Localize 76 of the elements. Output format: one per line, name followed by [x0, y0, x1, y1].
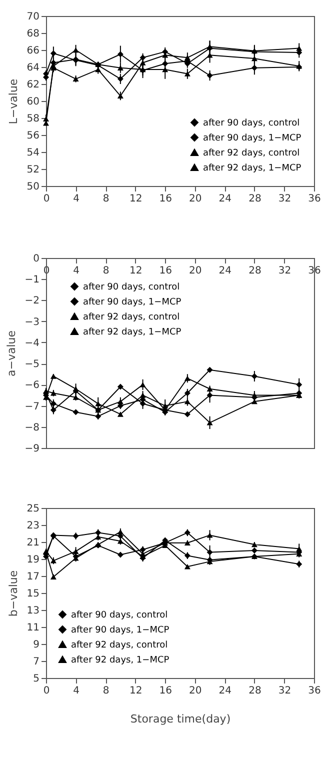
y-tick-label: 66: [26, 46, 40, 56]
y-tick-label: 15: [26, 588, 40, 600]
legend-label: after 90 days, control: [71, 610, 168, 620]
x-tick-label: 24: [218, 266, 232, 276]
y-tick-label: −7: [24, 401, 40, 412]
x-tick-label: 0: [43, 686, 50, 696]
x-tick-label: 0: [43, 194, 50, 204]
y-tick-label: −9: [24, 444, 40, 454]
x-tick-label: 20: [189, 194, 202, 204]
x-tick-label: 12: [129, 194, 142, 204]
x-tick-label: 36: [308, 194, 321, 204]
y-tick-label: 21: [26, 538, 40, 548]
x-tick-label: 24: [218, 686, 232, 696]
legend-label: after 92 days, 1−MCP: [203, 164, 302, 174]
x-tick-label: 16: [159, 686, 172, 696]
y-tick-label: 58: [26, 114, 40, 124]
y-tick-label: 54: [26, 148, 40, 158]
legend-label: after 90 days, 1−MCP: [71, 626, 170, 636]
y-tick-label: −3: [24, 316, 40, 328]
y-tick-label: 7: [33, 656, 40, 668]
y-tick-label: 5: [33, 674, 40, 684]
y-tick-label: 25: [26, 504, 40, 514]
y-tick-label: 23: [26, 520, 40, 532]
x-tick-label: 32: [278, 266, 292, 276]
y-tick-label: −5: [24, 359, 40, 370]
y-axis-title: a−value: [4, 330, 18, 377]
y-tick-label: 52: [26, 164, 40, 176]
x-tick-label: 28: [248, 686, 262, 696]
legend-label: after 90 days, 1−MCP: [83, 298, 182, 308]
y-tick-label: 62: [26, 80, 40, 90]
x-tick-label: 4: [73, 266, 80, 276]
x-tick-label: 20: [189, 686, 202, 696]
x-tick-label: 4: [73, 194, 80, 204]
y-axis-title: L−value: [6, 78, 20, 124]
y-tick-label: 19: [26, 554, 40, 566]
y-tick-label: 70: [26, 12, 40, 22]
x-tick-label: 32: [278, 686, 292, 696]
x-tick-label: 36: [308, 686, 321, 696]
y-tick-label: −4: [24, 338, 40, 349]
y-tick-label: 56: [26, 130, 40, 142]
x-tick-label: 32: [278, 194, 292, 204]
y-tick-label: 50: [26, 182, 40, 192]
legend-label: after 92 days, control: [203, 148, 300, 158]
y-tick-label: 9: [33, 640, 40, 650]
y-tick-label: 11: [26, 622, 40, 634]
y-tick-label: −8: [24, 422, 40, 434]
x-tick-label: 16: [159, 266, 172, 276]
x-tick-label: 28: [248, 266, 262, 276]
y-tick-label: 0: [33, 254, 40, 264]
x-tick-label: 20: [189, 266, 202, 276]
y-tick-label: 68: [26, 28, 40, 40]
y-tick-label: 64: [26, 62, 40, 74]
legend-label: after 92 days, 1−MCP: [71, 656, 170, 666]
legend-label: after 92 days, control: [71, 640, 168, 650]
y-tick-label: 60: [26, 96, 40, 108]
legend-label: after 90 days, control: [83, 282, 180, 292]
legend-label: after 90 days, control: [203, 118, 300, 128]
y-axis-title: b−value: [6, 570, 20, 617]
x-axis-title: Storage time(day): [130, 712, 231, 726]
x-tick-label: 24: [218, 194, 232, 204]
x-tick-label: 12: [129, 266, 142, 276]
legend-label: after 92 days, control: [83, 312, 180, 322]
x-tick-label: 8: [102, 194, 110, 204]
y-tick-label: −2: [24, 296, 40, 307]
legend-label: after 92 days, 1−MCP: [83, 328, 182, 338]
y-tick-label: −6: [24, 380, 40, 392]
x-tick-label: 4: [73, 686, 80, 696]
x-tick-label: 28: [248, 194, 262, 204]
y-tick-label: 17: [26, 572, 40, 582]
y-tick-label: 13: [26, 606, 40, 616]
x-tick-label: 16: [159, 194, 172, 204]
x-tick-label: 8: [102, 266, 110, 276]
x-tick-label: 8: [102, 686, 110, 696]
legend-label: after 90 days, 1−MCP: [203, 134, 302, 144]
y-tick-label: −1: [24, 274, 40, 286]
x-tick-label: 12: [129, 686, 142, 696]
